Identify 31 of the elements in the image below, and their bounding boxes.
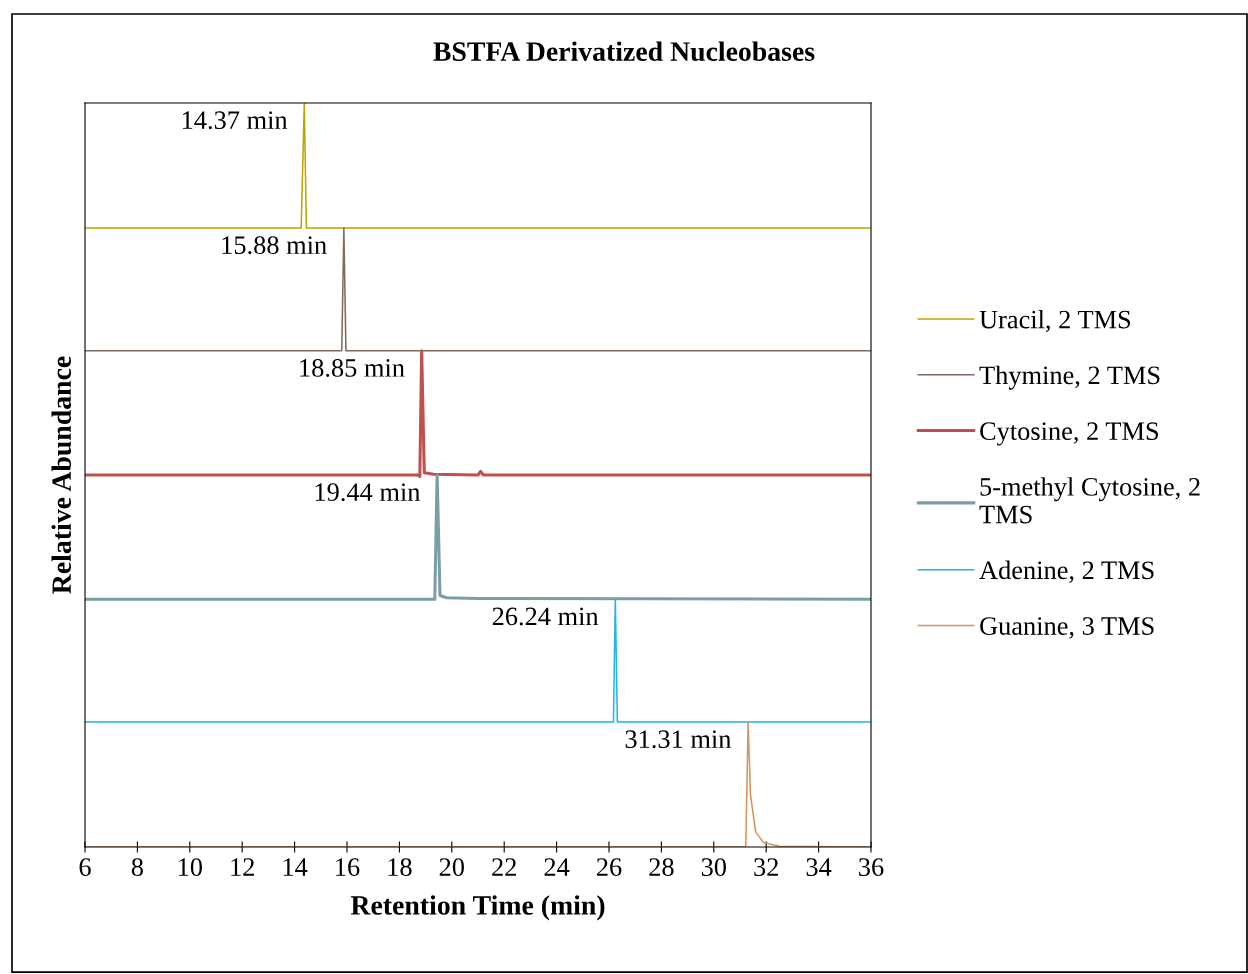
x-tick-label: 8 xyxy=(131,858,143,876)
legend-label: Guanine, 3 TMS xyxy=(980,617,1154,639)
legend-label: Uracil, 2 TMS xyxy=(979,309,1131,333)
x-tick-label: 30 xyxy=(701,858,726,876)
x-axis-title: Retention Time (min) xyxy=(350,895,605,921)
legend-label: 5-methyl Cytosine, 2 TMS xyxy=(979,477,1200,524)
legend-label: Thymine, 2 TMS xyxy=(979,365,1160,390)
x-tick-label: 22 xyxy=(492,858,516,876)
legend-label: Cytosine, 2 TMS xyxy=(980,422,1158,446)
x-tick-label: 34 xyxy=(806,858,832,876)
x-tick-label: 26 xyxy=(596,858,622,876)
x-tick-label: 16 xyxy=(336,858,360,876)
annotation: 26.24 min xyxy=(492,607,599,626)
x-tick-label: 18 xyxy=(388,858,412,876)
x-tick-label: 24 xyxy=(544,858,570,876)
x-tick-label: 12 xyxy=(231,858,254,876)
x-tick-label: 20 xyxy=(439,858,464,876)
chart-title: BSTFA Derivatized Nucleobases xyxy=(433,41,815,62)
annotation: 14.37 min xyxy=(182,111,288,130)
annotation: 18.85 min xyxy=(300,358,405,377)
annotation: 31.31 min xyxy=(625,730,732,749)
annotation: 19.44 min xyxy=(315,483,421,502)
x-tick-label: 32 xyxy=(754,858,778,876)
annotation: 15.88 min xyxy=(222,236,327,255)
legend-label: Adenine, 2 TMS xyxy=(979,560,1154,583)
x-tick-label: 36 xyxy=(859,858,884,876)
x-tick-label: 28 xyxy=(649,858,674,876)
x-tick-label: 6 xyxy=(79,858,91,876)
x-tick-label: 10 xyxy=(178,858,202,876)
y-axis-title: Relative Abundance xyxy=(51,356,72,594)
x-tick-label: 14 xyxy=(283,858,308,876)
